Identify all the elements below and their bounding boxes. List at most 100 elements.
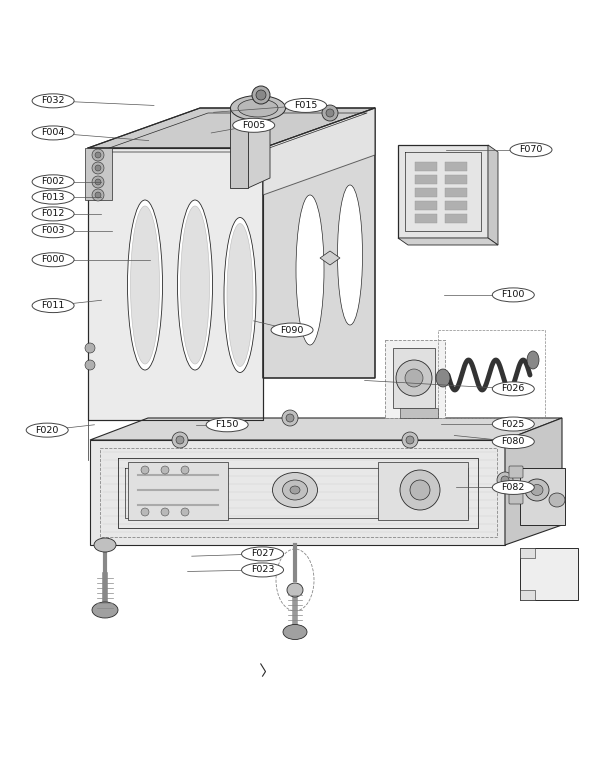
Ellipse shape xyxy=(32,299,74,312)
Ellipse shape xyxy=(238,99,278,117)
Circle shape xyxy=(92,189,104,201)
Ellipse shape xyxy=(32,253,74,267)
Ellipse shape xyxy=(531,484,543,496)
Polygon shape xyxy=(520,548,535,558)
Text: F023: F023 xyxy=(251,565,274,575)
Polygon shape xyxy=(88,108,375,148)
Ellipse shape xyxy=(273,472,317,507)
Ellipse shape xyxy=(241,547,284,561)
Ellipse shape xyxy=(32,126,74,140)
Ellipse shape xyxy=(283,480,307,500)
Polygon shape xyxy=(90,418,562,440)
Text: F032: F032 xyxy=(41,96,65,105)
Text: F002: F002 xyxy=(41,177,65,186)
Ellipse shape xyxy=(92,602,118,618)
Circle shape xyxy=(176,436,184,444)
Circle shape xyxy=(396,360,432,396)
Text: F003: F003 xyxy=(41,226,65,235)
Ellipse shape xyxy=(130,206,159,364)
Circle shape xyxy=(161,466,169,474)
Ellipse shape xyxy=(290,486,300,494)
Polygon shape xyxy=(400,408,438,418)
Polygon shape xyxy=(385,340,445,418)
Polygon shape xyxy=(263,108,375,195)
Circle shape xyxy=(95,179,101,185)
Text: F005: F005 xyxy=(242,121,266,130)
Circle shape xyxy=(402,432,418,448)
Ellipse shape xyxy=(283,624,307,639)
Circle shape xyxy=(406,436,414,444)
Circle shape xyxy=(141,508,149,516)
Polygon shape xyxy=(520,468,565,525)
Ellipse shape xyxy=(224,218,256,373)
Circle shape xyxy=(161,508,169,516)
Polygon shape xyxy=(445,175,467,184)
Text: F027: F027 xyxy=(251,549,274,558)
Text: F020: F020 xyxy=(35,426,59,435)
Ellipse shape xyxy=(492,382,535,396)
Ellipse shape xyxy=(492,481,535,494)
Text: F012: F012 xyxy=(41,209,65,219)
Polygon shape xyxy=(488,145,498,245)
Ellipse shape xyxy=(527,351,539,369)
Circle shape xyxy=(85,360,95,370)
Polygon shape xyxy=(320,251,340,265)
Polygon shape xyxy=(128,462,228,520)
Ellipse shape xyxy=(492,288,535,302)
Text: F013: F013 xyxy=(41,193,65,202)
Polygon shape xyxy=(445,214,467,223)
Ellipse shape xyxy=(337,185,362,325)
Ellipse shape xyxy=(525,479,549,501)
Ellipse shape xyxy=(32,207,74,221)
Text: F004: F004 xyxy=(41,128,65,138)
Ellipse shape xyxy=(287,583,303,597)
Circle shape xyxy=(95,152,101,158)
Polygon shape xyxy=(445,201,467,210)
Circle shape xyxy=(322,105,338,121)
Ellipse shape xyxy=(241,563,284,577)
Circle shape xyxy=(497,472,513,488)
Polygon shape xyxy=(85,148,112,200)
FancyBboxPatch shape xyxy=(509,492,523,504)
Ellipse shape xyxy=(206,418,248,432)
Circle shape xyxy=(286,414,294,422)
Ellipse shape xyxy=(32,224,74,238)
Polygon shape xyxy=(505,418,562,545)
Circle shape xyxy=(92,162,104,174)
Polygon shape xyxy=(520,590,535,600)
Circle shape xyxy=(410,480,430,500)
Polygon shape xyxy=(415,214,437,223)
Text: F080: F080 xyxy=(502,437,525,446)
Ellipse shape xyxy=(549,493,565,507)
Ellipse shape xyxy=(32,175,74,189)
Circle shape xyxy=(141,466,149,474)
Polygon shape xyxy=(378,462,468,520)
Polygon shape xyxy=(415,188,437,197)
Polygon shape xyxy=(248,98,270,188)
Circle shape xyxy=(85,343,95,353)
Circle shape xyxy=(326,109,334,117)
Ellipse shape xyxy=(32,190,74,204)
Text: F070: F070 xyxy=(519,145,543,154)
Polygon shape xyxy=(445,188,467,197)
Text: F090: F090 xyxy=(280,325,304,335)
Ellipse shape xyxy=(284,99,327,112)
Ellipse shape xyxy=(231,96,286,121)
Polygon shape xyxy=(230,108,248,188)
Polygon shape xyxy=(445,162,467,171)
Text: F150: F150 xyxy=(215,420,239,429)
Ellipse shape xyxy=(181,206,209,364)
Ellipse shape xyxy=(227,224,253,367)
Polygon shape xyxy=(398,238,498,245)
Ellipse shape xyxy=(32,94,74,108)
Text: F015: F015 xyxy=(294,101,317,110)
Polygon shape xyxy=(393,348,435,408)
Ellipse shape xyxy=(232,118,275,132)
Circle shape xyxy=(181,466,189,474)
Polygon shape xyxy=(415,201,437,210)
Polygon shape xyxy=(90,440,505,545)
Ellipse shape xyxy=(178,200,212,370)
Circle shape xyxy=(95,192,101,198)
Circle shape xyxy=(282,410,298,426)
Polygon shape xyxy=(415,175,437,184)
